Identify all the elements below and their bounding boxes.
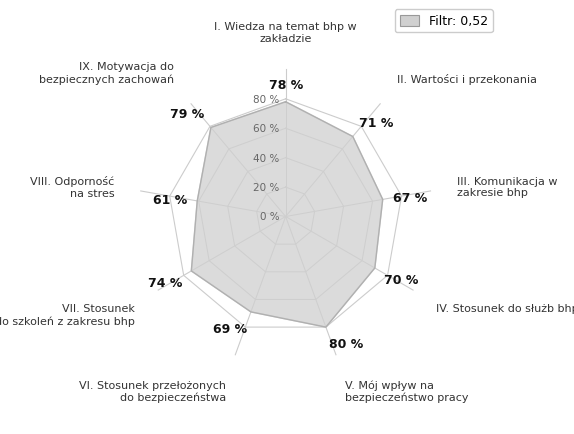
Polygon shape [191, 102, 383, 327]
Text: VI. Stosunek przełożonych
do bezpieczeństwa: VI. Stosunek przełożonych do bezpieczeńs… [79, 380, 226, 402]
Text: III. Komunikacja w
zakresie bhp: III. Komunikacja w zakresie bhp [456, 176, 557, 198]
Text: I. Wiedza na temat bhp w
zakładzie: I. Wiedza na temat bhp w zakładzie [214, 22, 357, 44]
Text: 80 %: 80 % [254, 95, 280, 105]
Text: V. Mój wpływ na
bezpieczeństwo pracy: V. Mój wpływ na bezpieczeństwo pracy [345, 380, 468, 402]
Text: 61 %: 61 % [153, 193, 187, 206]
Text: VIII. Odporność
na stres: VIII. Odporność na stres [30, 176, 115, 198]
Text: 40 %: 40 % [254, 153, 280, 163]
Legend: Filtr: 0,52: Filtr: 0,52 [395, 10, 492, 33]
Text: 78 %: 78 % [269, 79, 302, 92]
Text: 71 %: 71 % [359, 116, 394, 129]
Text: 60 %: 60 % [254, 124, 280, 134]
Text: II. Wartości i przekonania: II. Wartości i przekonania [397, 73, 537, 84]
Text: 20 %: 20 % [254, 183, 280, 193]
Text: 74 %: 74 % [148, 276, 183, 289]
Text: IV. Stosunek do służb bhp: IV. Stosunek do służb bhp [436, 304, 574, 314]
Text: 70 %: 70 % [384, 273, 418, 286]
Text: VII. Stosunek
do szkoleń z zakresu bhp: VII. Stosunek do szkoleń z zakresu bhp [0, 304, 135, 326]
Text: IX. Motywacja do
bezpiecznych zachowań: IX. Motywacja do bezpiecznych zachowań [39, 62, 174, 84]
Text: 0 %: 0 % [260, 212, 280, 222]
Text: 79 %: 79 % [170, 107, 204, 120]
Text: 67 %: 67 % [393, 192, 427, 204]
Text: 80 %: 80 % [329, 337, 364, 350]
Text: 69 %: 69 % [214, 322, 247, 335]
